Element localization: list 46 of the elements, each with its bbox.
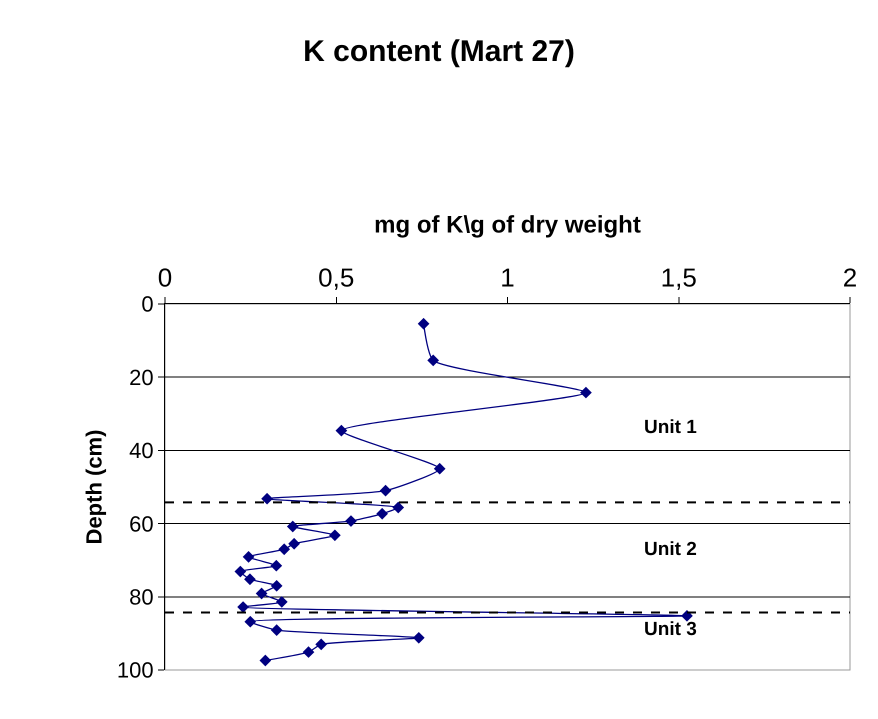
y-tick-label: 0 [141,292,154,317]
point [256,588,268,600]
chart-title: K content (Mart 27) [303,34,575,68]
x-tick-label: 0,5 [318,262,354,293]
point [427,354,440,366]
x-axis-title: mg of K\g of dry weight [374,212,641,239]
y-tick-label: 80 [129,584,154,610]
y-tick-label: 100 [116,658,154,683]
y-tick-label: 60 [129,511,154,536]
point [270,624,283,636]
annotation: Unit 2 [644,539,697,560]
x-tick-label: 0 [158,262,172,293]
point [392,502,404,514]
annotation: Unit 3 [644,619,697,640]
point [681,610,693,622]
point [234,566,246,578]
point [278,543,290,556]
point [244,573,256,586]
point [434,462,446,475]
point [418,318,430,330]
point [260,654,272,666]
point [237,601,249,613]
point [329,529,341,542]
point [276,596,288,608]
point [270,560,282,572]
point [244,616,256,628]
point [376,508,388,520]
x-tick-label: 1 [500,262,515,293]
annotation: Unit 1 [644,417,698,438]
point [412,632,425,644]
y-tick-label: 20 [129,364,154,390]
point [345,515,357,527]
point [288,538,300,550]
x-tick-label: 2 [842,262,858,293]
point [286,520,299,532]
point [580,386,592,398]
point [315,638,328,650]
point [270,580,283,592]
point [261,492,273,505]
point [302,646,314,658]
y-tick-label: 40 [129,438,154,464]
point [242,551,254,563]
point [380,484,392,497]
y-axis-title: Depth (cm) [82,430,107,544]
x-tick-label: 1,5 [660,262,697,293]
point [336,424,348,436]
